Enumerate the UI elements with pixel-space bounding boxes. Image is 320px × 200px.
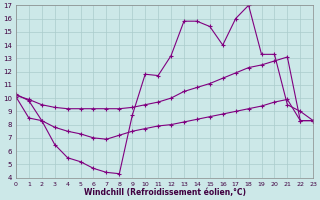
X-axis label: Windchill (Refroidissement éolien,°C): Windchill (Refroidissement éolien,°C) [84,188,245,197]
